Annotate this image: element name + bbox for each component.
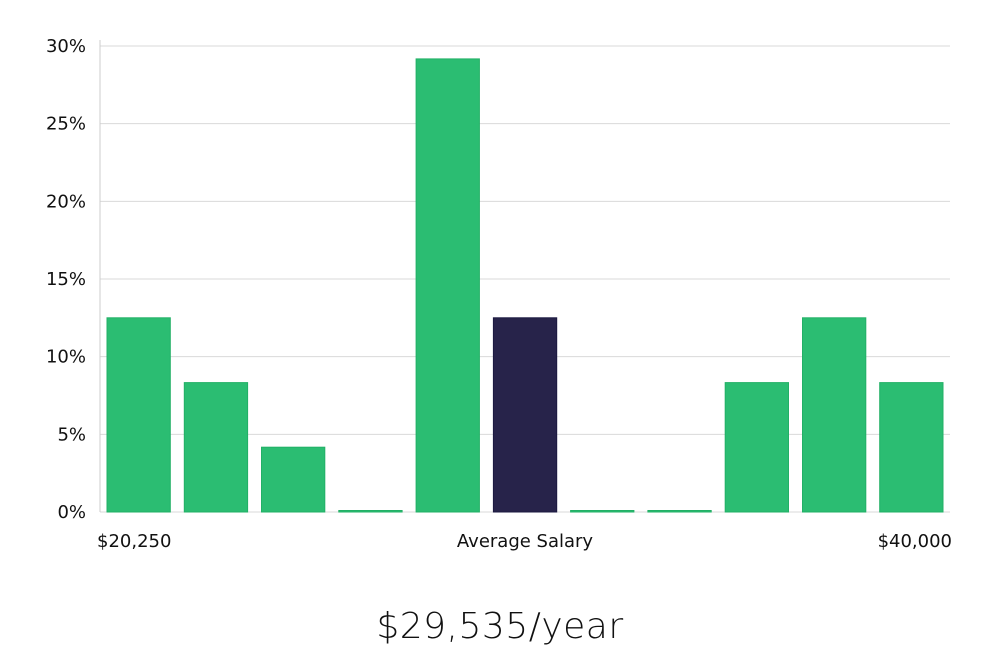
bar xyxy=(415,58,480,513)
y-tick-label: 20% xyxy=(46,191,86,212)
salary-histogram: 0% 5% 10% 15% 20% 25% 30% $20,250 Average Sala… xyxy=(46,36,952,552)
bar xyxy=(183,382,249,513)
bar xyxy=(338,510,403,513)
bar xyxy=(106,317,171,513)
y-tick-label: 5% xyxy=(57,424,86,445)
x-label-max: $40,000 xyxy=(878,531,952,552)
y-tick-label: 25% xyxy=(46,114,86,135)
x-label-min: $20,250 xyxy=(97,531,171,552)
bar xyxy=(647,510,712,513)
y-axis-ticks: 0% 5% 10% 15% 20% 25% 30% xyxy=(46,36,86,523)
bar-average-salary xyxy=(492,317,558,513)
bar xyxy=(802,317,867,513)
y-tick-label: 0% xyxy=(57,502,86,523)
bars xyxy=(106,58,944,513)
y-tick-label: 30% xyxy=(46,36,86,57)
y-tick-label: 10% xyxy=(46,347,86,368)
y-tick-label: 15% xyxy=(46,269,86,290)
bar xyxy=(570,510,635,513)
bar xyxy=(879,382,944,513)
bar xyxy=(261,446,326,513)
bar xyxy=(724,382,790,513)
average-salary-headline: $29,535/year xyxy=(376,606,624,647)
x-label-center: Average Salary xyxy=(457,531,594,552)
